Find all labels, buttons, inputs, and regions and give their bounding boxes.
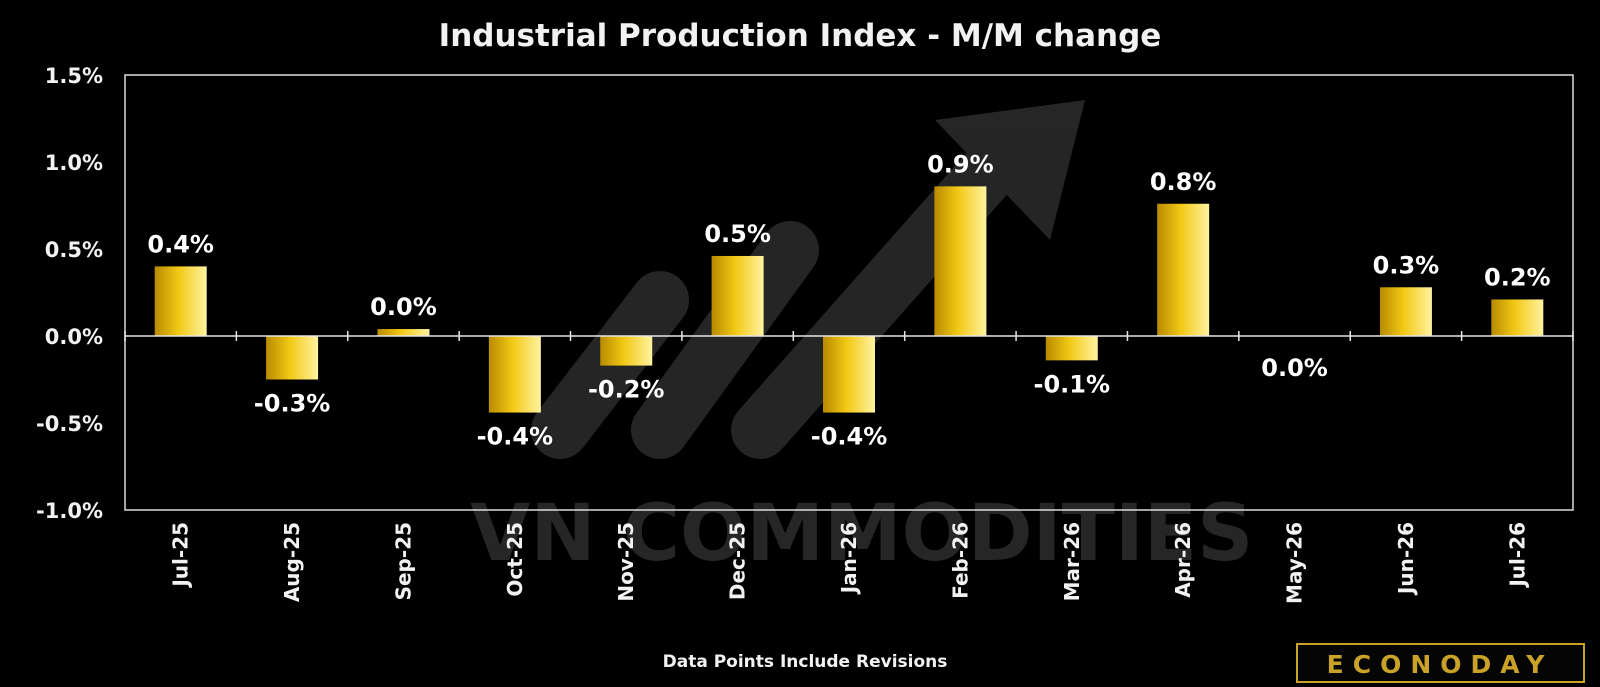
y-tick-label: -0.5% [36, 412, 103, 436]
y-tick-label: 1.0% [45, 151, 103, 175]
x-tick-label: Jan-26 [837, 522, 861, 595]
bar-jan-26 [823, 336, 875, 413]
x-tick-label: Apr-26 [1171, 522, 1195, 598]
bar-jul-25 [154, 266, 207, 336]
x-tick-label: Sep-25 [391, 522, 415, 600]
data-labels: 0.4% -0.3% 0.0% -0.4% -0.2% 0.5% -0.4% 0.9% -0.1… [147, 150, 1550, 450]
x-tick-label: Jul-25 [169, 522, 193, 589]
x-tick-label: Jul-26 [1505, 522, 1529, 589]
x-axis: Jul-25 Aug-25 Sep-25 Oct-25 Nov-25 Dec-25 Jan-… [124, 331, 1574, 604]
data-label: 0.2% [1484, 263, 1551, 291]
x-tick-label: Jun-26 [1394, 522, 1418, 596]
bar-feb-26 [934, 186, 987, 336]
data-label: -0.2% [588, 376, 665, 404]
watermark: VN COMMODITIES [470, 100, 1253, 579]
data-label: 0.5% [704, 220, 771, 248]
x-tick-label: Feb-26 [948, 522, 972, 599]
y-axis: 1.5% 1.0% 0.5% 0.0% -0.5% -1.0% [36, 64, 103, 523]
econoday-logo: ECONODAY [1296, 643, 1585, 683]
data-label: 0.8% [1150, 168, 1217, 196]
footnote: Data Points Include Revisions [663, 652, 948, 672]
data-label: 0.0% [370, 293, 437, 321]
data-label: -0.4% [477, 423, 554, 451]
data-label: -0.1% [1034, 370, 1111, 398]
y-tick-label: 0.5% [45, 238, 103, 262]
data-label: 0.0% [1261, 354, 1328, 382]
x-tick-label: Oct-25 [503, 522, 527, 597]
x-tick-label: Nov-25 [614, 522, 638, 602]
bar-dec-25 [711, 255, 764, 336]
bar-nov-25 [600, 336, 653, 366]
bar-oct-25 [488, 336, 541, 413]
bar-mar-26 [1045, 336, 1098, 361]
chart-title: Industrial Production Index - M/M change [439, 18, 1162, 54]
data-label: 0.3% [1373, 251, 1440, 279]
y-tick-label: -1.0% [36, 499, 103, 523]
y-tick-label: 0.0% [45, 325, 103, 349]
bar-jun-26 [1379, 287, 1432, 336]
bar-apr-26 [1157, 203, 1210, 336]
data-label: 0.9% [927, 150, 994, 178]
data-label: -0.4% [811, 423, 888, 451]
data-label: -0.3% [254, 390, 331, 418]
x-tick-label: Aug-25 [280, 522, 304, 602]
bar-aug-25 [266, 336, 319, 380]
bar-jul-26 [1491, 299, 1544, 336]
bar-series [154, 186, 1544, 413]
logo-text: ECONODAY [1327, 650, 1554, 679]
x-tick-label: May-26 [1283, 522, 1307, 604]
plot-area [124, 74, 1574, 511]
watermark-text: VN COMMODITIES [470, 489, 1253, 579]
x-tick-label: Dec-25 [726, 522, 750, 600]
bar-sep-25 [377, 329, 430, 336]
y-tick-label: 1.5% [45, 64, 103, 88]
x-tick-label: Mar-26 [1060, 522, 1084, 601]
data-label: 0.4% [147, 230, 214, 258]
